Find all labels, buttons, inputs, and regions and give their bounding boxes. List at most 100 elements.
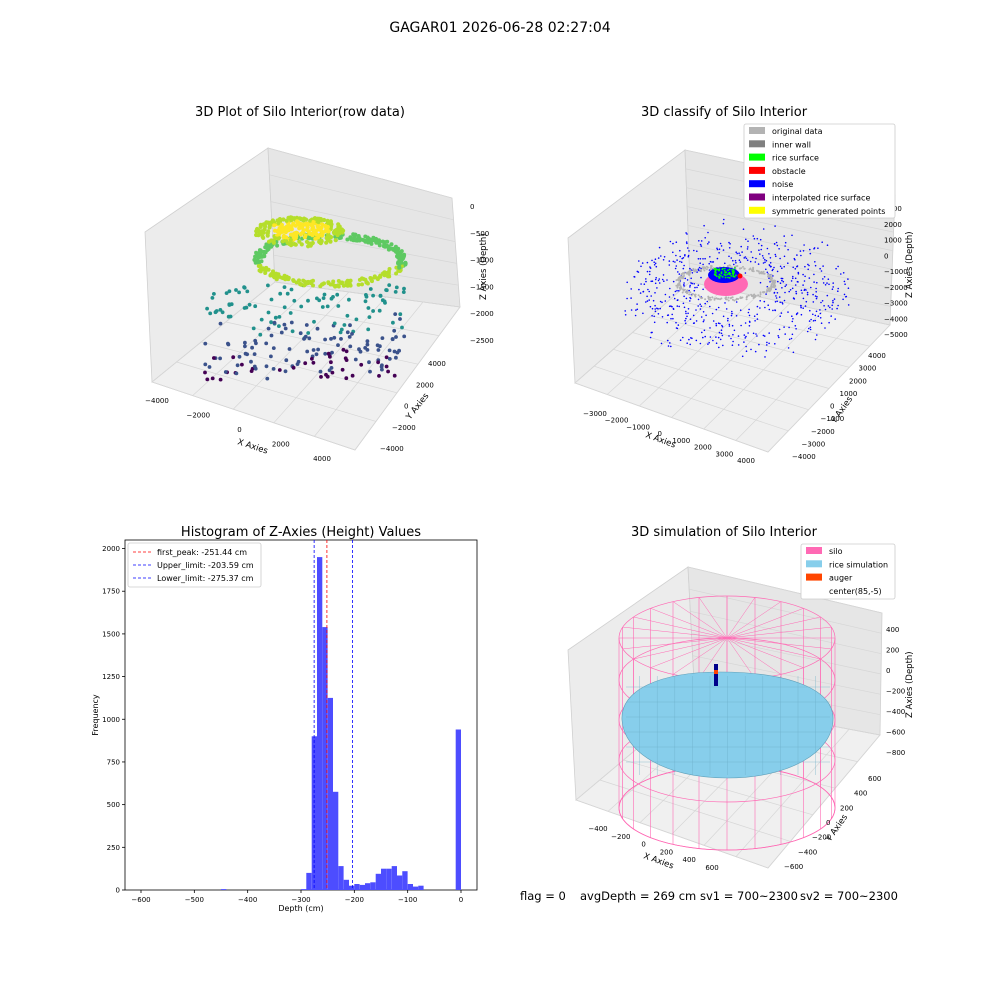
wall-point — [708, 298, 711, 301]
noise-point — [822, 278, 824, 280]
footer-sv1: sv1 = 700~2300 — [700, 889, 798, 903]
noise-point — [766, 271, 769, 274]
noise-point — [646, 270, 649, 273]
raw-point — [365, 348, 370, 352]
raw-point — [373, 237, 378, 242]
noise-point — [765, 349, 768, 352]
wall-point — [699, 295, 701, 298]
noise-point — [708, 241, 710, 243]
raw-point — [311, 348, 316, 352]
raw-point — [324, 240, 329, 245]
noise-point — [827, 305, 830, 307]
noise-point — [776, 244, 779, 247]
noise-point — [760, 248, 762, 251]
noise-point — [671, 305, 673, 308]
noise-point — [675, 254, 677, 257]
noise-point — [640, 283, 642, 285]
classify-legend-label: original data — [772, 127, 823, 136]
noise-point — [692, 322, 695, 325]
noise-point — [718, 252, 720, 254]
noise-point — [830, 315, 832, 317]
raw-point — [376, 348, 381, 352]
noise-point — [778, 248, 780, 250]
noise-point — [832, 301, 834, 304]
panel-raw-title: 3D Plot of Silo Interior(row data) — [195, 105, 405, 120]
noise-point — [686, 315, 688, 318]
raw-point — [357, 347, 361, 352]
raw-point — [234, 371, 239, 376]
noise-point — [661, 301, 663, 304]
raw-point — [378, 344, 382, 349]
noise-point — [691, 282, 693, 285]
hist-bar — [370, 882, 376, 890]
rice-surface-point — [713, 268, 716, 271]
sim-x-tick: −400 — [588, 825, 607, 833]
noise-point — [819, 317, 822, 319]
raw-point — [397, 265, 402, 270]
raw-point — [347, 335, 352, 339]
raw-point — [218, 356, 223, 361]
rice-surface-point — [732, 270, 735, 272]
noise-point — [646, 261, 649, 264]
classify-x-tick: −2000 — [605, 417, 629, 425]
raw-point — [354, 317, 359, 322]
raw-point — [398, 317, 402, 321]
noise-point — [662, 274, 665, 276]
noise-point — [783, 265, 785, 268]
wall-point — [736, 265, 739, 267]
raw-point — [314, 232, 319, 237]
raw-y-tick: 4000 — [428, 360, 446, 368]
noise-point — [800, 306, 802, 309]
noise-point — [779, 315, 781, 318]
noise-point — [718, 346, 720, 349]
raw-point — [272, 320, 277, 325]
raw-point — [306, 331, 311, 335]
raw-point — [283, 326, 288, 331]
classify-y-tick: −4000 — [792, 453, 816, 461]
noise-point — [648, 299, 650, 301]
noise-point — [796, 254, 798, 256]
noise-point — [768, 332, 770, 334]
raw-point — [364, 280, 369, 285]
noise-point — [728, 325, 731, 327]
raw-point — [345, 237, 350, 242]
noise-point — [824, 308, 827, 311]
raw-point — [291, 365, 296, 370]
sim-x-tick: 0 — [641, 841, 645, 849]
noise-point — [843, 280, 846, 283]
noise-point — [775, 297, 778, 299]
raw-point — [311, 283, 315, 288]
noise-point — [653, 315, 655, 318]
raw-point — [308, 218, 313, 223]
raw-z-tick: −1000 — [470, 257, 494, 265]
raw-point — [300, 225, 305, 230]
noise-point — [781, 279, 783, 282]
raw-point — [223, 370, 228, 374]
noise-point — [634, 314, 637, 317]
noise-point — [776, 270, 779, 273]
rice-surface-point — [732, 275, 735, 278]
noise-point — [663, 255, 666, 258]
noise-point — [756, 237, 759, 240]
silo-roof-spoke — [698, 597, 728, 639]
noise-point — [842, 272, 845, 274]
noise-point — [718, 331, 721, 334]
noise-point — [682, 302, 685, 305]
noise-point — [702, 288, 704, 291]
noise-point — [735, 301, 738, 303]
silo-roof-spoke — [633, 637, 728, 660]
noise-point — [739, 309, 742, 312]
classify-x-tick: 3000 — [715, 450, 733, 458]
raw-point — [336, 279, 341, 283]
rice-surface-point — [730, 275, 733, 277]
raw-point — [345, 330, 350, 335]
noise-point — [653, 264, 656, 266]
raw-point — [242, 285, 247, 290]
classify-legend-swatch — [749, 140, 765, 148]
raw-point — [288, 237, 293, 243]
raw-point — [347, 297, 351, 302]
raw-point — [299, 242, 304, 247]
raw-point — [261, 235, 266, 240]
noise-point — [721, 324, 723, 327]
noise-point — [792, 266, 794, 269]
